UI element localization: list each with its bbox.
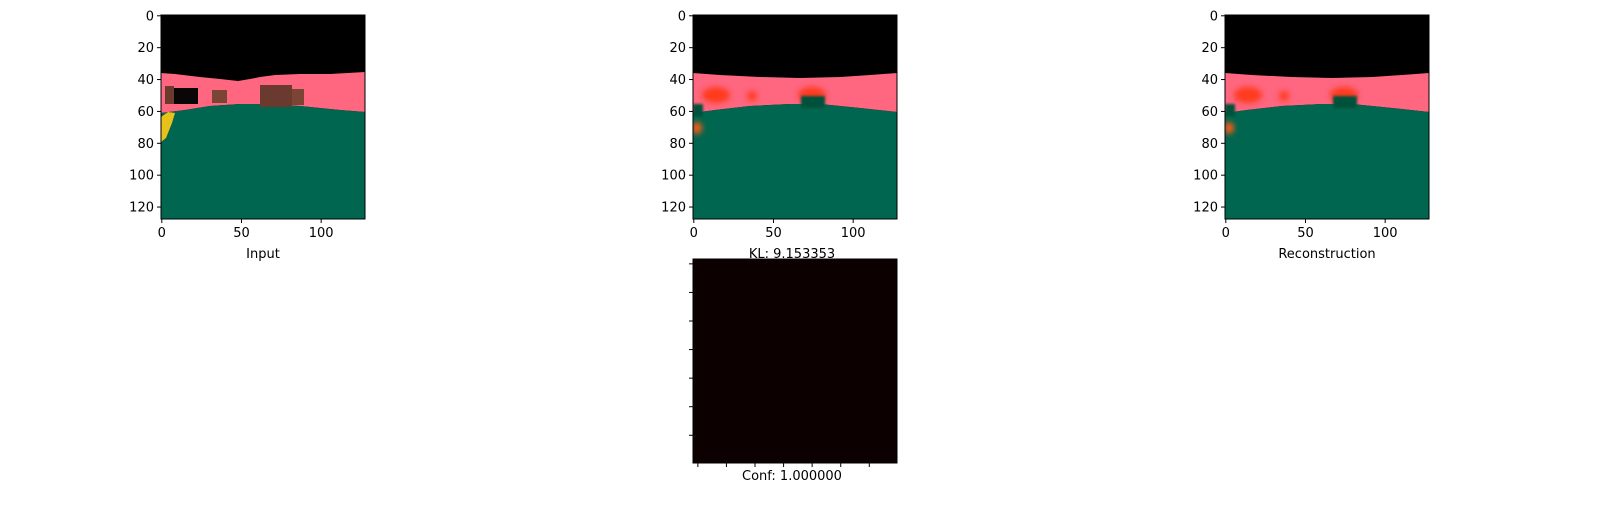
- reconstruction-ytick-label-60: 60: [1201, 105, 1218, 120]
- reconstruction-xlabel: Reconstruction: [1278, 247, 1375, 262]
- reconstruction-ytick-label-100: 100: [1193, 169, 1218, 184]
- input-ytick-label-100: 100: [129, 169, 154, 184]
- input-xtick-label-100: 100: [309, 226, 334, 241]
- reconstruction-ytick-label-20: 20: [1201, 41, 1218, 56]
- output-axes-frame: [692, 14, 898, 220]
- output-ytick-label-60: 60: [669, 105, 686, 120]
- input-object-3: [260, 85, 292, 107]
- input-object-1: [165, 86, 174, 104]
- reconstruction-floor: [1225, 104, 1429, 219]
- output-xtick-label-50: 50: [765, 226, 782, 241]
- reconstruction-xtick-label-50: 50: [1297, 226, 1314, 241]
- output-ytick-label-20: 20: [669, 41, 686, 56]
- input-ytick-label-60: 60: [137, 105, 154, 120]
- output-panel: 0 50 100 0 20 40 60 80 100 120: [661, 9, 898, 241]
- output-floor: [693, 104, 897, 219]
- input-floor: [161, 104, 365, 219]
- output-image: [693, 15, 897, 219]
- reconstruction-image: [1225, 15, 1429, 219]
- input-ytick-label-80: 80: [137, 137, 154, 152]
- reconstruction-dark-shapes: [1225, 96, 1357, 116]
- reconstruction-ytick-label-0: 0: [1210, 9, 1218, 24]
- input-ytick-label-0: 0: [146, 9, 154, 24]
- input-object-2: [212, 90, 227, 103]
- input-axes-frame: [160, 14, 366, 220]
- input-object-dark: [172, 88, 198, 104]
- reconstruction-ytick-label-120: 120: [1193, 201, 1218, 216]
- reconstruction-ytick-label-40: 40: [1201, 73, 1218, 88]
- output-ticks: 0 50 100 0 20 40 60 80 100 120: [661, 9, 865, 241]
- output-xlabel: KL: 9.153353: [749, 247, 835, 262]
- reconstruction-wall: [1225, 73, 1429, 113]
- confidence-ticks: [689, 263, 870, 467]
- input-image: [161, 15, 365, 219]
- output-ytick-label-120: 120: [661, 201, 686, 216]
- output-ytick-label-100: 100: [661, 169, 686, 184]
- reconstruction-ticks: 0 50 100 0 20 40 60 80 100 120: [1193, 9, 1397, 241]
- input-xtick-label-0: 0: [158, 226, 166, 241]
- reconstruction-axes-frame: [1224, 14, 1430, 220]
- input-ytick-label-20: 20: [137, 41, 154, 56]
- confidence-heatmap: [692, 258, 898, 464]
- confidence-panel: Conf: 1.000000: [689, 258, 898, 484]
- input-xlabel: Input: [246, 247, 280, 262]
- input-ytick-label-120: 120: [129, 201, 154, 216]
- reconstruction-ytick-label-80: 80: [1201, 137, 1218, 152]
- input-left-object: [161, 112, 175, 142]
- output-xtick-label-100: 100: [841, 226, 866, 241]
- input-ticks: 0 50 100 0 20 40 60 80 100 120: [129, 9, 333, 241]
- output-dark-shapes: [693, 96, 825, 116]
- output-xtick-label-0: 0: [690, 226, 698, 241]
- output-ytick-label-40: 40: [669, 73, 686, 88]
- confidence-xlabel: Conf: 1.000000: [742, 469, 842, 484]
- reconstruction-xtick-label-100: 100: [1373, 226, 1398, 241]
- input-xtick-label-50: 50: [233, 226, 250, 241]
- input-panel: 0 50 100 0 20 40 60 80 100 120 Input: [129, 9, 366, 262]
- reconstruction-xtick-label-0: 0: [1222, 226, 1230, 241]
- output-ytick-label-80: 80: [669, 137, 686, 152]
- input-object-4: [292, 89, 304, 105]
- output-wall: [693, 73, 897, 113]
- reconstruction-panel: 0 50 100 0 20 40 60 80 100 120 Reconstruction: [1193, 9, 1430, 262]
- input-ytick-label-40: 40: [137, 73, 154, 88]
- output-ytick-label-0: 0: [678, 9, 686, 24]
